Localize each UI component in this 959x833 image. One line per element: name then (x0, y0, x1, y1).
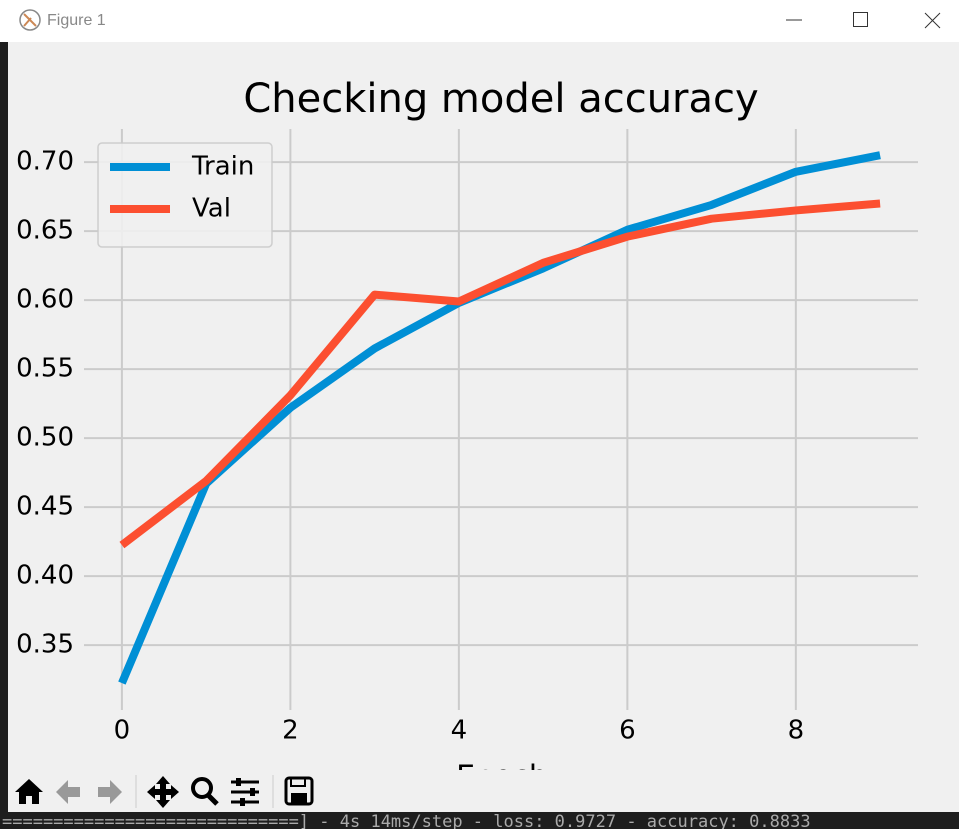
terminal-background (0, 812, 959, 829)
x-tick-label: 4 (451, 716, 468, 746)
y-tick-label: 0.40 (16, 561, 74, 591)
toolbar (0, 770, 959, 812)
title-bar (0, 0, 959, 42)
legend-label: Train (191, 152, 254, 182)
series-line (119, 199, 881, 549)
y-tick-label: 0.65 (16, 216, 74, 246)
home-button[interactable] (15, 779, 43, 804)
legend-label: Val (192, 194, 231, 224)
pan-button[interactable] (147, 776, 179, 808)
x-tick-label: 0 (114, 716, 131, 746)
toolbar-icons (15, 775, 314, 808)
chart-title: Checking model accuracy (243, 76, 758, 122)
y-tick-label: 0.70 (16, 147, 74, 177)
maximize-button[interactable] (853, 12, 868, 27)
zoom-handle (206, 793, 219, 806)
zoom-button[interactable] (191, 777, 213, 799)
y-tick-label: 0.55 (16, 354, 74, 384)
y-tick-label: 0.50 (16, 423, 74, 453)
forward-button[interactable] (98, 780, 122, 804)
app-icon-mark (23, 13, 37, 27)
terminal-text: =============================] - 4s 14ms… (2, 812, 811, 829)
back-button[interactable] (56, 780, 80, 804)
y-tick-label: 0.60 (16, 285, 74, 315)
terminal-edge (0, 42, 8, 812)
window-title: Figure 1 (47, 12, 106, 29)
y-tick-label: 0.35 (16, 630, 74, 660)
close-button[interactable] (924, 12, 941, 29)
x-tick-label: 6 (619, 716, 636, 746)
x-tick-label: 2 (282, 716, 299, 746)
plot: Checking model accuracy 0.35 0.40 0.45 0.50 0… (16, 76, 918, 746)
x-tick-label: 8 (788, 716, 805, 746)
y-tick-label: 0.45 (16, 492, 74, 522)
